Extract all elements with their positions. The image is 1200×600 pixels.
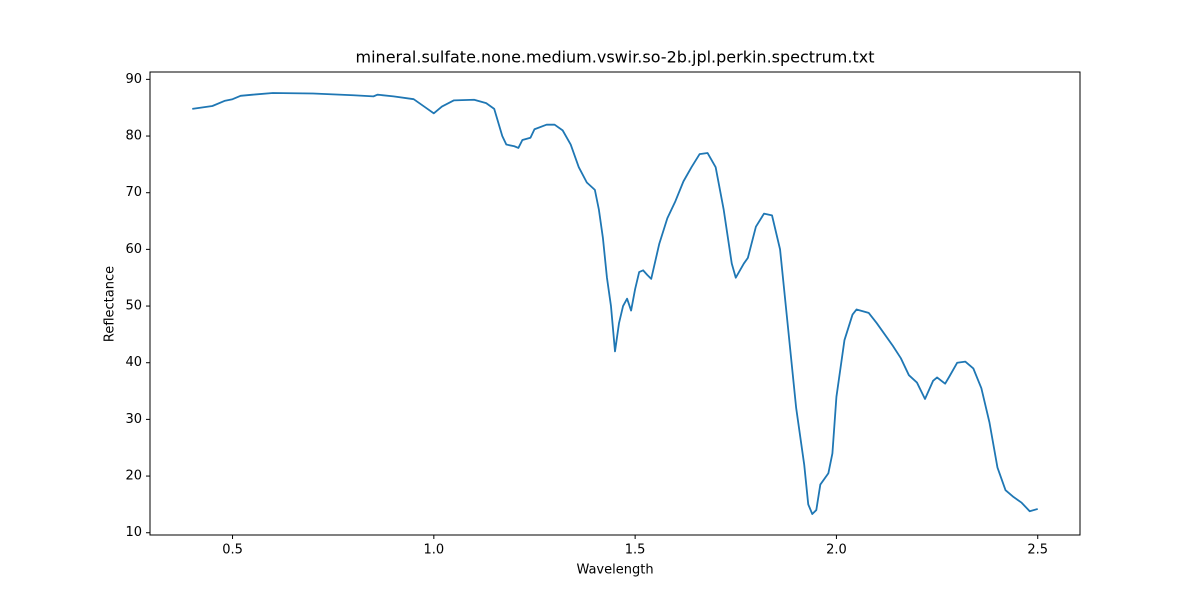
x-tick-label: 1.5 xyxy=(625,543,646,558)
x-axis-label: Wavelength xyxy=(576,563,653,578)
y-tick-label: 70 xyxy=(125,185,142,200)
y-tick-label: 10 xyxy=(125,525,142,540)
y-tick-label: 60 xyxy=(125,242,142,257)
x-tick-label: 2.5 xyxy=(1027,543,1048,558)
x-tick-label: 1.0 xyxy=(423,543,444,558)
y-tick-label: 30 xyxy=(125,412,142,427)
chart-title: mineral.sulfate.none.medium.vswir.so-2b.… xyxy=(356,48,875,67)
y-tick-label: 50 xyxy=(125,299,142,314)
x-tick-label: 2.0 xyxy=(826,543,847,558)
data-line xyxy=(192,92,1038,515)
y-tick-label: 20 xyxy=(125,469,142,484)
plot-frame xyxy=(149,71,1081,536)
y-axis-label: Reflectance xyxy=(103,266,118,342)
y-tick-label: 40 xyxy=(125,355,142,370)
y-tick-label: 80 xyxy=(125,129,142,144)
x-tick-label: 0.5 xyxy=(222,543,243,558)
y-tick-label: 90 xyxy=(125,72,142,87)
